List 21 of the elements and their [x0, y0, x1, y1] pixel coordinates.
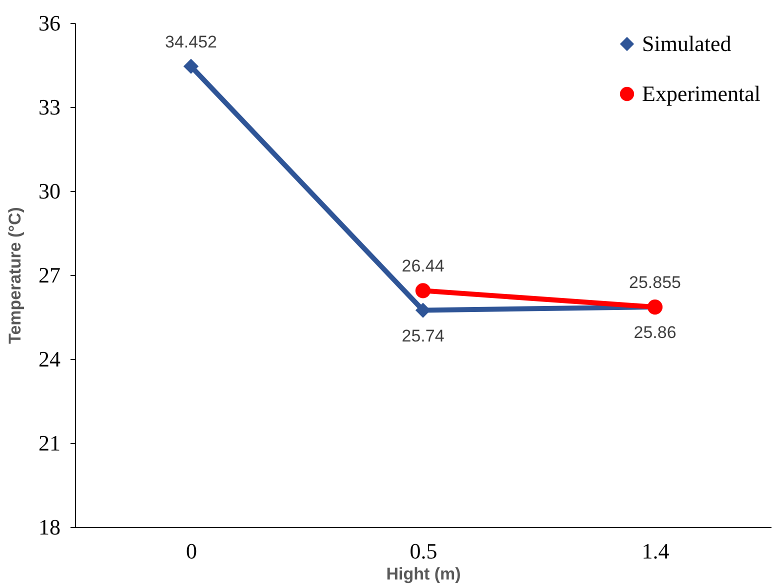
legend-label: Simulated	[642, 31, 732, 56]
x-tick-label: 0	[186, 538, 197, 564]
data-label: 34.452	[165, 32, 217, 52]
point	[415, 283, 431, 298]
y-tick-label: 33	[38, 94, 60, 120]
y-tick-label: 18	[38, 514, 60, 540]
y-tick-label: 27	[38, 262, 60, 288]
data-label: 25.855	[629, 273, 681, 292]
legend-label: Experimental	[642, 81, 761, 106]
y-tick-label: 21	[38, 430, 60, 456]
x-tick-label: 1.4	[642, 538, 670, 564]
data-label: 26.44	[402, 256, 444, 276]
x-axis-title: Hight (m)	[386, 564, 461, 584]
x-tick-label: 0.5	[410, 538, 438, 564]
y-tick-label: 36	[38, 10, 60, 36]
point	[183, 58, 199, 74]
y-tick-label: 24	[38, 346, 60, 372]
data-label: 25.74	[402, 326, 444, 346]
data-label: 25.86	[634, 322, 676, 342]
y-tick-label: 30	[38, 178, 60, 204]
y-axis-title: Temperature (°C)	[6, 207, 24, 344]
